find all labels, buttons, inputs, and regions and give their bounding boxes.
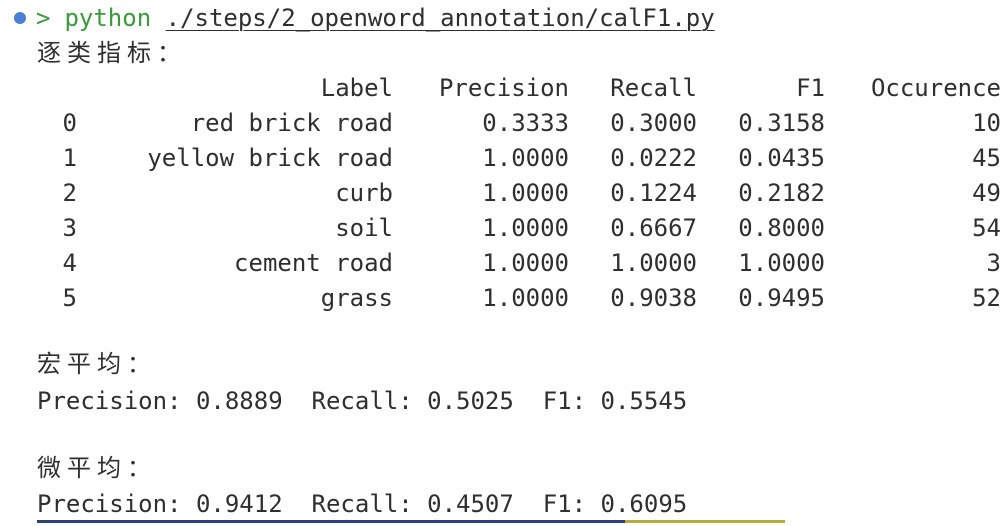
row-precision: 1.0000 — [482, 214, 569, 242]
terminal-prompt-line: > python ./steps/2_openword_annotation/c… — [14, 0, 715, 36]
row-label: curb — [335, 179, 393, 207]
row-f1: 0.8000 — [738, 214, 825, 242]
row-f1: 0.3158 — [738, 109, 825, 137]
row-f1: 0.0435 — [738, 144, 825, 172]
row-precision: 1.0000 — [482, 284, 569, 312]
table-header-row: Label Precision Recall F1 Occurence — [37, 71, 1001, 106]
row-index: 2 — [62, 179, 77, 207]
row-recall: 0.1224 — [610, 179, 697, 207]
table-row: 5 grass 1.0000 0.9038 0.9495 52 — [37, 281, 1001, 316]
row-occurrence: 10 — [972, 109, 1001, 137]
selection-highlight-blue — [37, 520, 625, 523]
row-occurrence: 49 — [972, 179, 1001, 207]
table-row: 3 soil 1.0000 0.6667 0.8000 54 — [37, 211, 1001, 246]
header-f1: F1 — [796, 74, 825, 102]
macro-average-title: 宏平均： — [37, 350, 157, 378]
row-occurrence: 45 — [972, 144, 1001, 172]
prompt-status-dot-icon — [14, 12, 26, 24]
table-row: 0 red brick road 0.3333 0.3000 0.3158 10 — [37, 106, 1001, 141]
row-index: 1 — [62, 144, 77, 172]
command-path-link[interactable]: ./steps/2_openword_annotation/calF1.py — [165, 4, 715, 32]
row-f1: 1.0000 — [738, 249, 825, 277]
prompt-arrow: > — [36, 4, 51, 32]
row-index: 4 — [62, 249, 77, 277]
header-label: Label — [320, 74, 393, 102]
row-recall: 0.6667 — [610, 214, 697, 242]
row-precision: 1.0000 — [482, 179, 569, 207]
row-label: yellow brick road — [147, 144, 393, 172]
micro-average-values: Precision: 0.9412 Recall: 0.4507 F1: 0.6… — [37, 490, 688, 518]
row-index: 3 — [62, 214, 77, 242]
row-index: 5 — [62, 284, 77, 312]
macro-average-values: Precision: 0.8889 Recall: 0.5025 F1: 0.5… — [37, 387, 688, 415]
row-precision: 1.0000 — [482, 249, 569, 277]
table-row: 4 cement road 1.0000 1.0000 1.0000 3 — [37, 246, 1001, 281]
row-label: red brick road — [190, 109, 393, 137]
row-label: cement road — [234, 249, 393, 277]
header-recall: Recall — [610, 74, 697, 102]
row-recall: 0.0222 — [610, 144, 697, 172]
metrics-table: Label Precision Recall F1 Occurence 0 re… — [37, 71, 1001, 316]
row-f1: 0.2182 — [738, 179, 825, 207]
command-name: python — [64, 4, 152, 32]
row-label: grass — [320, 284, 393, 312]
header-occurrence: Occurence — [870, 74, 1001, 102]
row-recall: 0.9038 — [610, 284, 697, 312]
row-precision: 1.0000 — [482, 144, 569, 172]
row-f1: 0.9495 — [738, 284, 825, 312]
row-precision: 0.3333 — [482, 109, 569, 137]
micro-average-title: 微平均： — [37, 454, 157, 482]
row-occurrence: 52 — [972, 284, 1001, 312]
table-row: 1 yellow brick road 1.0000 0.0222 0.0435… — [37, 141, 1001, 176]
row-recall: 0.3000 — [610, 109, 697, 137]
per-class-title: 逐类指标： — [37, 39, 187, 67]
table-row: 2 curb 1.0000 0.1224 0.2182 49 — [37, 176, 1001, 211]
row-occurrence: 3 — [986, 249, 1001, 277]
header-index — [37, 71, 77, 106]
selection-highlight-olive — [625, 520, 785, 523]
row-recall: 1.0000 — [610, 249, 697, 277]
header-precision: Precision — [438, 74, 569, 102]
row-index: 0 — [62, 109, 77, 137]
row-occurrence: 54 — [972, 214, 1001, 242]
row-label: soil — [335, 214, 393, 242]
